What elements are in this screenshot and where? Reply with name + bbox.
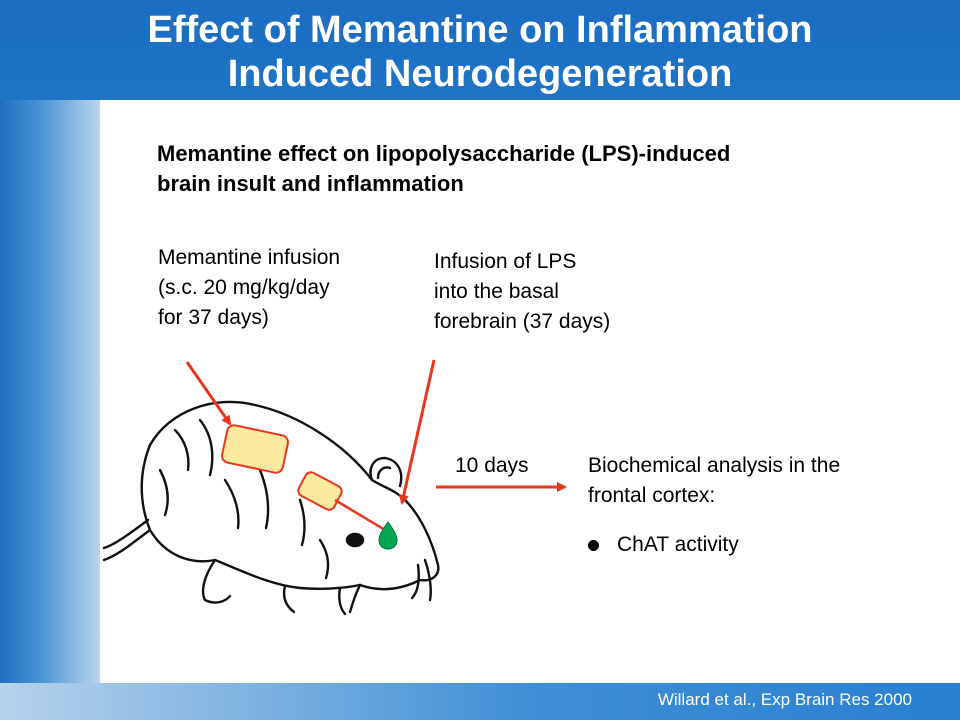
background-side-band — [0, 0, 100, 720]
subtitle-line-2: brain insult and inflammation — [157, 171, 464, 196]
title-line-1: Effect of Memantine on Inflammation — [147, 9, 813, 51]
infusion-tube — [334, 498, 386, 532]
analysis-label: Biochemical analysis in the frontal cort… — [588, 451, 840, 511]
memantine-label: Memantine infusion (s.c. 20 mg/kg/day fo… — [158, 243, 340, 333]
slide-title: Effect of Memantine on Inflammation Indu… — [0, 8, 960, 96]
footer-band — [0, 683, 960, 720]
lps-label-line: forebrain (37 days) — [434, 310, 611, 333]
memantine-pump — [221, 424, 289, 474]
subtitle-line-1: Memantine effect on lipopolysaccharide (… — [157, 141, 731, 166]
memantine-label-line: (s.c. 20 mg/kg/day — [158, 276, 330, 299]
bullet-list-item: ChAT activity — [588, 530, 739, 560]
citation: Willard et al., Exp Brain Res 2000 — [657, 690, 912, 709]
lps-label-line: Infusion of LPS — [434, 250, 577, 273]
analysis-label-line: frontal cortex: — [588, 484, 716, 507]
bullet-icon — [588, 539, 599, 551]
rat-illustration-icon — [102, 400, 440, 616]
memantine-label-line: Memantine infusion — [158, 246, 341, 269]
bullet-text: ChAT activity — [617, 533, 739, 556]
days-label: 10 days — [455, 454, 529, 477]
title-line-2: Induced Neurodegeneration — [227, 53, 733, 95]
slide-subtitle: Memantine effect on lipopolysaccharide (… — [157, 139, 877, 199]
drop-icon — [378, 521, 398, 550]
lps-arrow — [398, 359, 436, 505]
lps-pump — [297, 471, 343, 511]
analysis-label-line: Biochemical analysis in the — [588, 454, 841, 477]
memantine-label-line: for 37 days) — [158, 306, 269, 329]
lps-label: Infusion of LPS into the basal forebrain… — [434, 247, 610, 337]
lps-label-line: into the basal — [434, 280, 559, 303]
header-band — [0, 0, 960, 100]
content-panel — [100, 100, 960, 683]
memantine-arrow — [185, 361, 232, 426]
